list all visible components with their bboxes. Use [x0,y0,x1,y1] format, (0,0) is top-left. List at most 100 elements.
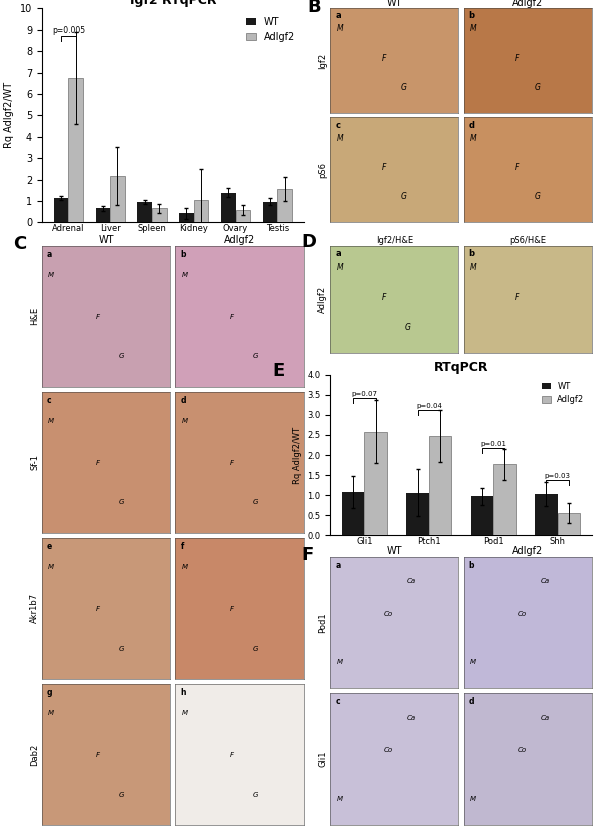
Y-axis label: pS6: pS6 [318,162,327,178]
Bar [152,208,167,222]
Text: F: F [515,163,519,172]
Text: C: C [14,235,27,253]
Text: p=0.03: p=0.03 [545,473,570,479]
Bar [471,496,493,536]
Text: M: M [470,796,476,802]
Text: M: M [337,24,343,33]
Text: M: M [337,660,343,666]
Title: AdIgf2: AdIgf2 [224,235,255,246]
Y-axis label: Akr1b7: Akr1b7 [30,593,39,623]
Title: WT: WT [386,0,402,7]
Text: G: G [534,83,540,92]
Text: F: F [515,54,519,62]
Bar [96,208,110,222]
Text: a: a [335,12,341,21]
Y-axis label: Dab2: Dab2 [30,743,39,766]
Title: RTqPCR: RTqPCR [434,361,489,373]
Text: F: F [382,163,386,172]
Y-axis label: H&E: H&E [30,307,39,326]
Text: G: G [119,791,124,797]
Bar [221,192,236,222]
Text: M: M [182,711,188,716]
Y-axis label: Gli1: Gli1 [318,751,327,767]
Text: F: F [96,752,100,758]
Bar [54,197,68,222]
Text: d: d [469,121,475,130]
Text: d: d [181,397,186,406]
Bar [263,202,277,222]
Text: d: d [469,697,474,706]
Text: F: F [230,314,233,320]
Text: F: F [302,546,314,564]
Text: c: c [335,121,340,130]
Text: M: M [337,262,343,272]
Text: f: f [181,542,184,551]
Text: M: M [48,711,54,716]
Text: p=0.005: p=0.005 [52,26,85,35]
Text: g: g [47,688,53,697]
Text: F: F [96,460,100,466]
Y-axis label: Pod1: Pod1 [318,612,327,633]
Y-axis label: Rq AdIgf2/WT: Rq AdIgf2/WT [292,426,301,484]
Text: b: b [469,249,475,258]
Text: G: G [534,192,540,202]
Text: Ca: Ca [407,715,416,721]
Bar [364,431,387,536]
Legend: WT, AdIgf2: WT, AdIgf2 [242,13,299,46]
Bar [236,210,250,222]
Text: G: G [252,500,258,506]
Text: D: D [302,233,317,252]
Text: F: F [230,606,233,612]
Text: Co: Co [517,747,527,754]
Text: p=0.07: p=0.07 [352,391,377,397]
Text: Co: Co [384,747,393,754]
Y-axis label: Igf2: Igf2 [318,52,327,69]
Text: F: F [515,292,519,302]
Text: p=0.01: p=0.01 [480,441,507,446]
Bar [277,189,292,222]
Text: G: G [119,353,124,360]
Text: F: F [382,54,386,62]
Text: G: G [252,646,258,651]
Title: AdIgf2: AdIgf2 [512,0,544,7]
Text: M: M [48,272,54,278]
Y-axis label: Sf-1: Sf-1 [30,454,39,471]
Text: G: G [252,353,258,360]
Text: G: G [252,791,258,797]
Text: F: F [96,606,100,612]
Text: F: F [230,460,233,466]
Title: AdIgf2: AdIgf2 [512,546,544,556]
Title: Igf2/H&E: Igf2/H&E [376,237,413,246]
Text: b: b [469,561,474,570]
Text: B: B [307,0,321,16]
Text: M: M [48,564,54,570]
Bar [179,213,194,222]
Title: WT: WT [98,235,114,246]
Text: M: M [48,418,54,424]
Bar [429,436,451,536]
Legend: WT, AdIgf2: WT, AdIgf2 [539,379,588,407]
Text: h: h [181,688,186,697]
Bar [194,201,208,222]
Bar [68,77,83,222]
Bar [557,513,580,536]
Text: b: b [181,250,186,259]
Text: M: M [337,796,343,802]
Text: c: c [335,697,340,706]
Text: M: M [470,262,477,272]
Y-axis label: Rq AdIgf2/WT: Rq AdIgf2/WT [4,82,14,148]
Text: G: G [404,322,410,332]
Text: c: c [47,397,51,406]
Text: G: G [401,83,407,92]
Text: Co: Co [517,611,527,617]
Text: M: M [470,133,477,142]
Text: Ca: Ca [541,578,550,584]
Title: Igf2 RTqPCR: Igf2 RTqPCR [130,0,216,7]
Text: E: E [273,362,285,380]
Text: e: e [47,542,52,551]
Text: a: a [335,561,340,570]
Y-axis label: AdIgf2: AdIgf2 [318,286,327,313]
Text: Ca: Ca [541,715,550,721]
Text: G: G [119,500,124,506]
Text: G: G [401,192,407,202]
